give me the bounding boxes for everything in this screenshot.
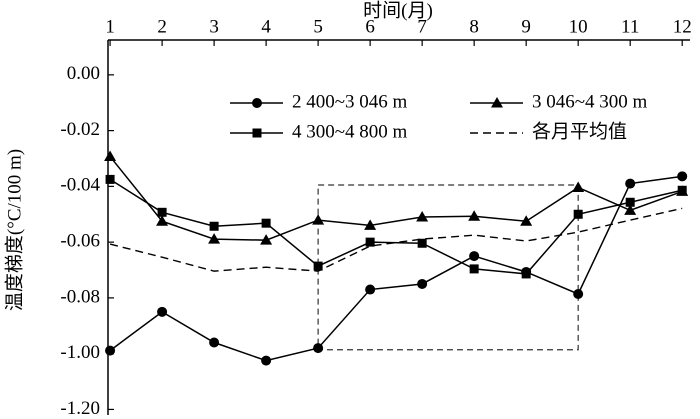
highlight-box <box>317 184 579 351</box>
x-tick-label: 2 <box>157 16 167 37</box>
marker <box>572 181 585 192</box>
marker <box>624 204 637 215</box>
marker <box>312 214 325 225</box>
x-tick-label: 5 <box>313 16 323 37</box>
x-tick-label: 1 <box>105 16 115 37</box>
marker <box>491 97 503 108</box>
marker <box>416 211 429 222</box>
marker <box>261 355 272 366</box>
marker <box>677 171 688 182</box>
x-tick-label: 7 <box>417 16 427 37</box>
y-tick-label: -0.06 <box>60 230 100 251</box>
y-tick-label: -1.20 <box>60 398 100 419</box>
x-tick-label: 9 <box>521 16 531 37</box>
x-tick-label: 10 <box>569 16 588 37</box>
marker <box>625 197 635 207</box>
x-tick-label: 11 <box>621 16 639 37</box>
legend-label: 2 400~3 046 m <box>292 91 408 112</box>
x-tick-label: 6 <box>365 16 375 37</box>
marker <box>625 178 636 189</box>
y-tick-label: -0.08 <box>60 286 100 307</box>
marker <box>469 251 480 262</box>
x-tick-label: 12 <box>673 16 692 37</box>
marker <box>677 185 687 195</box>
marker <box>260 234 273 245</box>
marker <box>156 215 169 226</box>
marker <box>468 210 481 221</box>
series-line <box>109 178 683 275</box>
marker <box>417 278 428 289</box>
marker <box>520 215 533 226</box>
legend-label: 4 300~4 800 m <box>292 121 408 142</box>
marker <box>313 261 323 271</box>
marker <box>157 207 167 217</box>
marker <box>573 209 583 219</box>
y-axis-label: 温度梯度(°C/100 m) <box>3 149 25 311</box>
marker <box>105 345 116 356</box>
marker <box>365 237 375 247</box>
marker <box>252 128 262 138</box>
marker <box>261 218 271 228</box>
marker <box>313 343 324 354</box>
marker <box>521 269 531 279</box>
legend-label: 3 046~4 300 m <box>532 91 648 112</box>
y-tick-label: -0.04 <box>60 175 100 196</box>
y-tick-label: -0.02 <box>60 119 100 140</box>
x-axis-label: 时间(月) <box>363 0 433 21</box>
x-tick-label: 4 <box>261 16 271 37</box>
marker <box>105 174 115 184</box>
marker <box>252 98 262 108</box>
series-line <box>109 175 683 362</box>
legend-label: 各月平均值 <box>532 120 627 142</box>
marker <box>157 306 168 317</box>
marker <box>365 284 376 295</box>
x-tick-label: 3 <box>209 16 219 37</box>
y-tick-label: 0.00 <box>67 63 100 84</box>
marker <box>469 264 479 274</box>
marker <box>364 219 377 230</box>
marker <box>417 238 427 248</box>
y-tick-label: -1.00 <box>60 342 100 363</box>
marker <box>573 288 584 299</box>
marker <box>104 150 117 162</box>
series-line <box>109 156 683 241</box>
x-tick-label: 8 <box>469 16 479 37</box>
marker <box>208 233 221 244</box>
marker <box>209 337 220 348</box>
marker <box>209 221 219 231</box>
series-line <box>109 207 683 272</box>
